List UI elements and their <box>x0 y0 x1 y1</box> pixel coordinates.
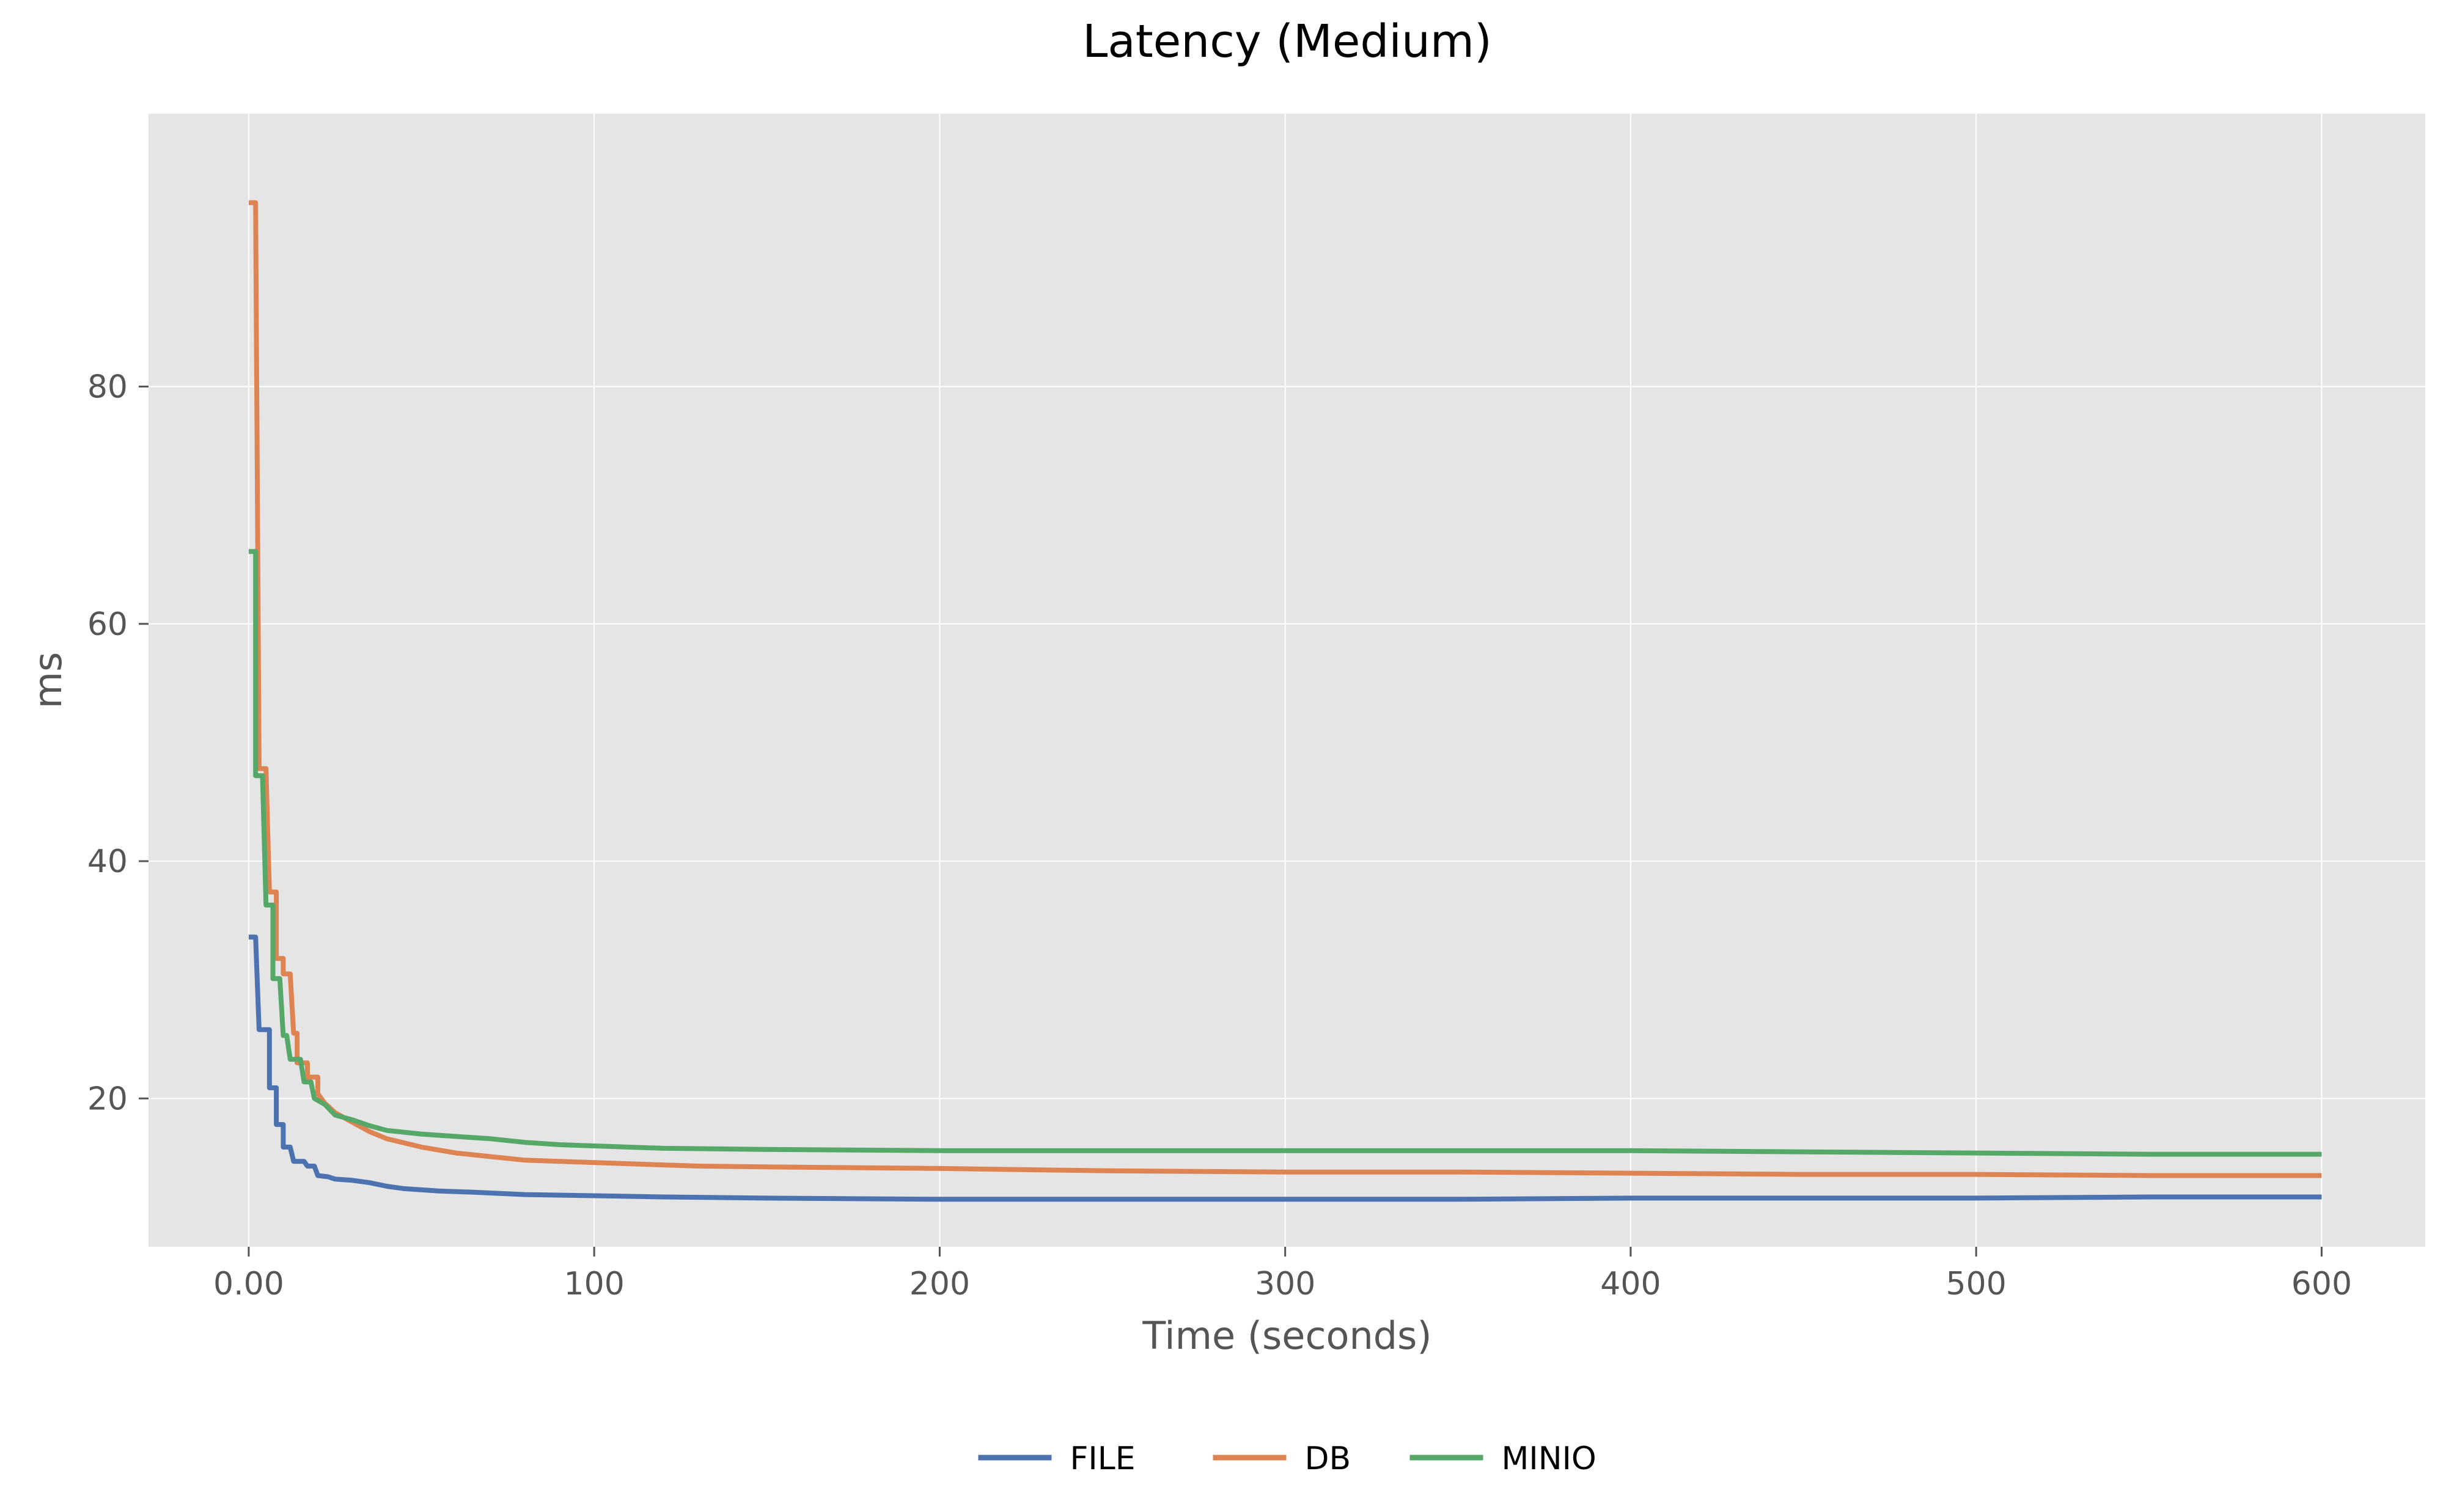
y-tick-label: 80 <box>87 369 128 406</box>
series-line-minio <box>248 549 2322 1157</box>
axis-ticks: 0.00 100 200 300 400 500 600 20 40 60 80 <box>87 369 2352 1302</box>
x-axis-label: Time (seconds) <box>1142 1313 1431 1358</box>
x-tick-label: 100 <box>564 1266 625 1302</box>
x-tick-label: 600 <box>2291 1266 2352 1302</box>
x-tick-label: 500 <box>1946 1266 2007 1302</box>
legend-label-db: DB <box>1305 1440 1351 1477</box>
chart-title: Latency (Medium) <box>1082 15 1492 68</box>
y-tick-label: 40 <box>87 843 128 880</box>
grid-lines <box>149 114 2425 1247</box>
x-tick-label: 300 <box>1255 1266 1315 1302</box>
series-line-file <box>248 934 2322 1202</box>
plot-area <box>149 114 2425 1247</box>
y-axis-label: ms <box>26 652 70 709</box>
x-tick-label: 0.00 <box>213 1266 284 1302</box>
legend: FILE DB MINIO <box>978 1440 1596 1477</box>
y-tick-label: 60 <box>87 606 128 643</box>
series-lines <box>248 200 2322 1202</box>
x-tick-label: 400 <box>1600 1266 1661 1302</box>
legend-label-minio: MINIO <box>1502 1440 1596 1477</box>
x-tick-label: 200 <box>909 1266 970 1302</box>
legend-label-file: FILE <box>1070 1440 1136 1477</box>
y-tick-label: 20 <box>87 1081 128 1117</box>
